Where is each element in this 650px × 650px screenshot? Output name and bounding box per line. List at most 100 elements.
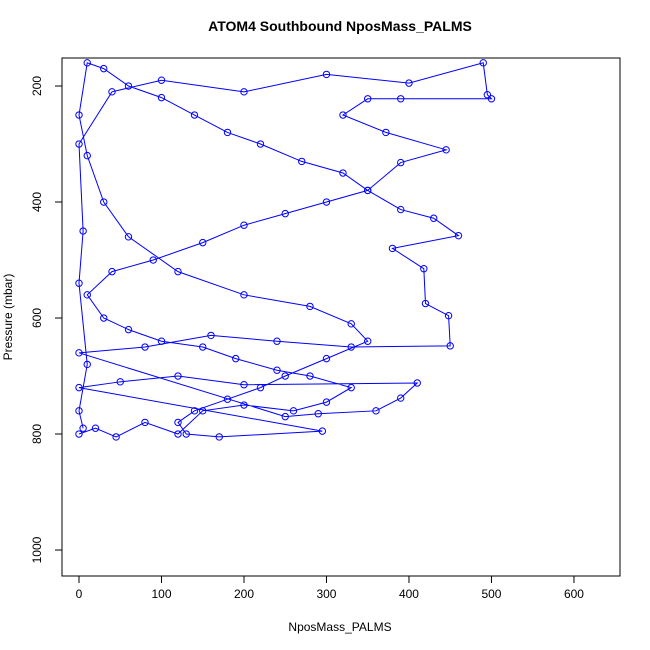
data-point <box>372 407 380 415</box>
data-point <box>124 233 133 241</box>
data-point <box>157 337 166 345</box>
data-point <box>318 427 327 435</box>
data-point <box>322 398 331 406</box>
data-point <box>174 267 182 276</box>
data-point <box>108 267 116 276</box>
y-tick-label: 200 <box>30 76 44 96</box>
plot-area <box>75 59 496 441</box>
data-point <box>75 279 83 287</box>
data-point <box>314 410 322 418</box>
data-point <box>322 70 331 79</box>
data-point <box>116 378 124 386</box>
data-point <box>479 59 487 67</box>
data-point <box>382 128 390 137</box>
data-point <box>397 205 405 214</box>
x-tick-label: 0 <box>76 587 83 601</box>
data-point <box>421 299 430 308</box>
data-point <box>174 430 182 438</box>
data-point <box>364 186 372 195</box>
data-point <box>223 395 232 403</box>
y-tick-label: 600 <box>30 308 44 328</box>
data-point <box>273 337 281 345</box>
data-point <box>444 311 453 320</box>
x-tick-label: 300 <box>316 587 336 601</box>
data-point <box>83 360 91 369</box>
data-point <box>141 343 149 351</box>
data-point <box>430 214 438 222</box>
data-point <box>289 407 298 415</box>
data-point <box>182 430 190 438</box>
data-point <box>240 401 248 409</box>
data-point <box>446 342 454 350</box>
data-point <box>199 238 207 247</box>
data-point <box>339 111 347 119</box>
data-point <box>149 256 157 264</box>
data-point <box>75 111 83 119</box>
data-point <box>397 394 405 402</box>
data-point <box>207 331 215 340</box>
data-point <box>240 88 248 96</box>
x-tick-label: 200 <box>234 587 254 601</box>
data-point <box>306 372 314 380</box>
data-point <box>306 302 314 311</box>
data-point <box>347 383 355 392</box>
x-tick-label: 100 <box>151 587 171 601</box>
data-point <box>256 383 265 392</box>
data-point <box>281 209 289 218</box>
data-point <box>420 265 428 273</box>
data-point <box>347 343 355 351</box>
data-point <box>223 128 232 137</box>
data-point <box>100 64 108 73</box>
data-point <box>339 169 347 177</box>
plot-frame <box>61 57 621 577</box>
data-point <box>281 412 289 421</box>
data-point <box>364 337 372 345</box>
y-tick-label: 1000 <box>30 536 44 563</box>
data-point <box>91 424 100 432</box>
data-point <box>83 291 91 299</box>
data-point <box>388 244 397 253</box>
data-point <box>240 221 248 229</box>
y-axis-label: Pressure (mbar) <box>1 274 15 361</box>
series-line <box>78 62 493 438</box>
data-point <box>75 383 83 392</box>
data-point <box>199 407 207 415</box>
data-point <box>281 372 289 380</box>
data-point <box>364 95 372 103</box>
data-point <box>124 325 133 334</box>
data-point <box>100 314 108 322</box>
data-point <box>83 59 91 67</box>
y-tick-label: 400 <box>30 192 44 212</box>
x-tick-label: 500 <box>481 587 501 601</box>
data-point <box>487 95 496 103</box>
data-point <box>215 433 223 441</box>
data-point <box>347 320 355 328</box>
data-point <box>108 88 116 96</box>
data-point <box>405 79 413 87</box>
x-tick-label: 600 <box>564 587 584 601</box>
data-point <box>232 354 240 363</box>
data-point <box>190 111 199 119</box>
data-point <box>174 418 182 427</box>
data-point <box>240 381 248 389</box>
data-point <box>397 158 405 167</box>
data-point <box>256 140 265 148</box>
data-point <box>174 372 182 380</box>
data-point <box>322 354 331 363</box>
data-point <box>79 424 87 432</box>
data-point <box>322 198 331 206</box>
data-point <box>83 151 91 160</box>
chart-title: ATOM4 Southbound NposMass_PALMS <box>208 18 472 34</box>
data-point <box>413 379 421 387</box>
data-point <box>141 418 149 427</box>
data-point <box>112 433 120 441</box>
data-point <box>157 76 166 84</box>
data-point <box>75 140 83 148</box>
data-point <box>75 430 83 438</box>
data-point <box>124 82 133 90</box>
data-point <box>273 366 281 374</box>
data-point <box>442 146 450 154</box>
data-point <box>100 198 108 206</box>
